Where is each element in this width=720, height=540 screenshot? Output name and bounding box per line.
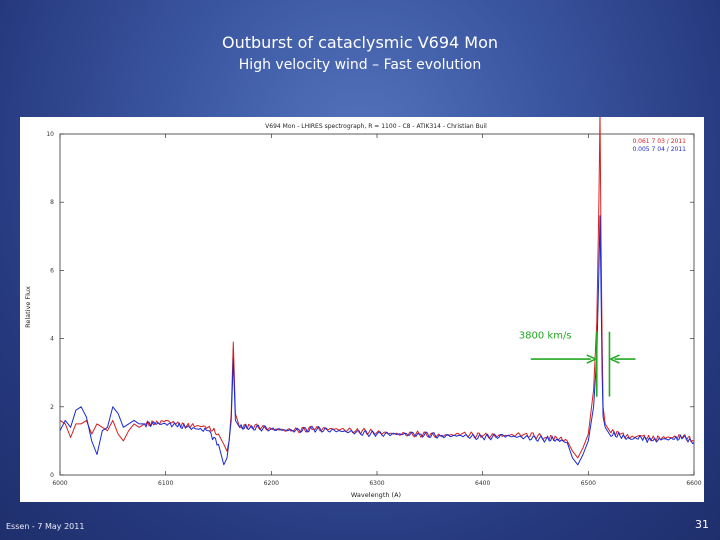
y-axis-label: Relative Flux	[24, 286, 32, 328]
page-number: 31	[695, 518, 709, 531]
annotation-right-arrowhead	[610, 354, 620, 364]
annotation-left-arrowhead	[586, 354, 597, 364]
y-tick-label: 10	[46, 131, 54, 138]
annotation-label: 3800 km/s	[519, 331, 572, 342]
y-tick-label: 2	[50, 404, 54, 411]
x-axis-label: Wavelength (A)	[351, 491, 401, 499]
footer-event-label: Essen - 7 May 2011	[6, 522, 85, 531]
legend-entry-2: 0.005 7 04 / 2011	[632, 146, 686, 153]
axes: 6000 6100 6200 6300 6400 6500 6600 0 2 4 6 8 10	[46, 131, 701, 487]
chart-background	[20, 117, 704, 502]
velocity-annotation: 3800 km/s	[519, 331, 636, 397]
x-tick-label: 6000	[52, 480, 67, 487]
y-tick-label: 0	[50, 472, 54, 479]
y-tick-label: 6	[50, 267, 54, 274]
x-tick-label: 6100	[158, 480, 173, 487]
y-tick-label: 4	[50, 336, 54, 343]
x-tick-label: 6200	[264, 480, 279, 487]
spectrum-plot-panel: V694 Mon - LHIRES spectrograph, R = 1100…	[20, 113, 704, 502]
chart-title: V694 Mon - LHIRES spectrograph, R = 1100…	[265, 123, 487, 130]
spectrum-chart: V694 Mon - LHIRES spectrograph, R = 1100…	[20, 113, 704, 502]
y-tick-label: 8	[50, 199, 54, 206]
x-tick-label: 6400	[475, 480, 490, 487]
x-tick-label: 6600	[686, 480, 701, 487]
x-tick-label: 6300	[369, 480, 384, 487]
series-line-2	[59, 215, 695, 466]
legend-entry-1: 0.061 7 03 / 2011	[632, 138, 686, 145]
x-tick-label: 6500	[581, 480, 596, 487]
slide-title: Outburst of cataclysmic V694 Mon	[221, 33, 499, 52]
slide-subtitle: High velocity wind – Fast evolution	[238, 57, 482, 73]
series-layer	[59, 113, 695, 466]
